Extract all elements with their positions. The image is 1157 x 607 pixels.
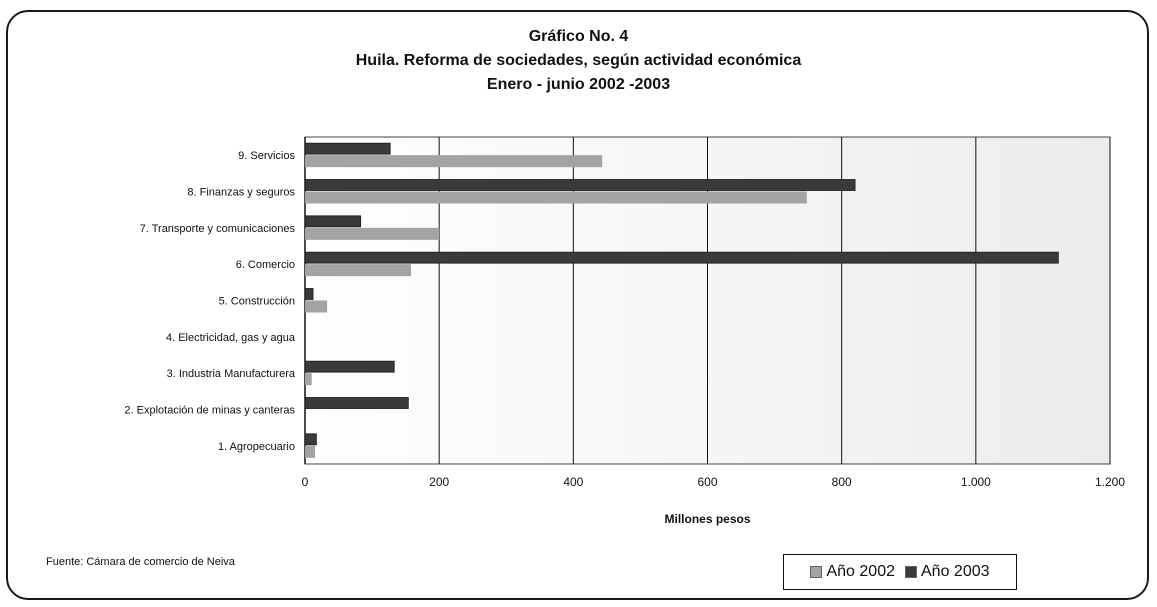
x-axis-label: Millones pesos: [664, 512, 750, 526]
bar-2002: [305, 300, 328, 313]
bar-2003: [304, 251, 1059, 264]
chart-title-block: Gráfico No. 4 Huila. Reforma de sociedad…: [0, 25, 1157, 97]
legend-label-2002: Año 2002: [826, 563, 895, 580]
category-label: 9. Servicios: [238, 150, 295, 162]
bar-2003: [304, 142, 391, 155]
category-label: 2. Explotación de minas y canteras: [124, 405, 295, 417]
category-label: 4. Electricidad, gas y agua: [166, 332, 296, 344]
x-tick-label: 800: [832, 475, 852, 489]
bar-2003: [304, 360, 395, 373]
legend-label-2003: Año 2003: [921, 563, 990, 580]
bar-2003: [304, 288, 314, 300]
chart-period: Enero - junio 2002 -2003: [486, 76, 671, 93]
x-tick-label: 200: [429, 475, 449, 489]
x-tick-label: 1.200: [1095, 475, 1125, 489]
bar-2003: [304, 433, 317, 446]
bar-2003: [304, 179, 856, 191]
bar-2003: [304, 397, 409, 409]
x-tick-label: 400: [563, 475, 583, 489]
category-label: 3. Industria Manufacturera: [167, 368, 296, 380]
bar-2002: [305, 445, 316, 458]
chart-title: Gráfico No. 4: [528, 28, 629, 45]
category-label: 5. Construcción: [219, 296, 295, 308]
category-label: 6. Comercio: [236, 259, 295, 271]
bar-2002: [305, 373, 312, 386]
legend-swatch-2003: [905, 566, 917, 578]
category-label: 7. Transporte y comunicaciones: [140, 223, 296, 235]
x-tick-label: 600: [697, 475, 717, 489]
bar-2003: [304, 215, 362, 228]
bar-2002: [305, 191, 807, 204]
bar-2002: [305, 264, 411, 277]
chart-legend: Año 2002 Año 2003: [783, 554, 1017, 590]
x-tick-label: 1.000: [961, 475, 991, 489]
legend-item-2002: Año 2002: [810, 563, 895, 581]
bar-2002: [305, 227, 440, 240]
chart-subtitle: Huila. Reforma de sociedades, según acti…: [355, 52, 802, 69]
category-label: 1. Agropecuario: [218, 441, 295, 453]
legend-swatch-2002: [810, 566, 823, 578]
source-note: Fuente: Cámara de comercio de Neiva: [46, 556, 235, 568]
legend-item-2003: Año 2003: [905, 563, 990, 581]
category-label: 8. Finanzas y seguros: [187, 187, 295, 199]
bar-2002: [305, 155, 603, 168]
x-tick-label: 0: [302, 475, 309, 489]
